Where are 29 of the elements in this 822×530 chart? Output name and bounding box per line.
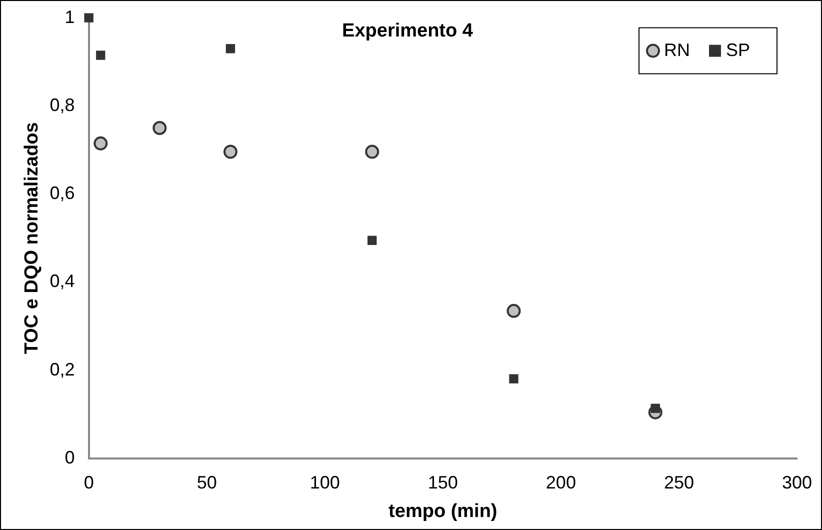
x-tick-label: 250 [664, 472, 694, 492]
x-tick-label: 100 [310, 472, 340, 492]
x-tick-label: 200 [546, 472, 576, 492]
y-tick-label: 0,4 [50, 271, 75, 292]
point [506, 304, 521, 318]
y-tick-label: 0 [64, 448, 75, 468]
y-tick-label: 0,2 [50, 359, 75, 380]
point [509, 374, 518, 384]
y-tick-label: 1 [64, 6, 75, 27]
y-axis-title: TOC e DQO normalizados [22, 122, 43, 354]
legend-label: RN [664, 40, 690, 60]
x-tick-label: 150 [428, 472, 458, 492]
point [94, 136, 108, 150]
x-tick-label: 50 [196, 472, 217, 492]
legend-label: SP [726, 40, 750, 60]
x-axis-title: tempo (min) [388, 500, 498, 522]
point [365, 144, 380, 159]
point [223, 144, 238, 159]
point [96, 50, 106, 60]
point [650, 404, 660, 413]
chart-title: Experimento 4 [342, 20, 474, 42]
point [84, 13, 94, 22]
point [152, 121, 167, 135]
point [226, 44, 236, 54]
point [368, 236, 377, 245]
y-tick-label: 0,8 [50, 94, 75, 115]
x-tick-label: 0 [84, 472, 94, 492]
x-tick-label: 300 [782, 472, 812, 492]
y-tick-label: 0,6 [50, 183, 75, 204]
